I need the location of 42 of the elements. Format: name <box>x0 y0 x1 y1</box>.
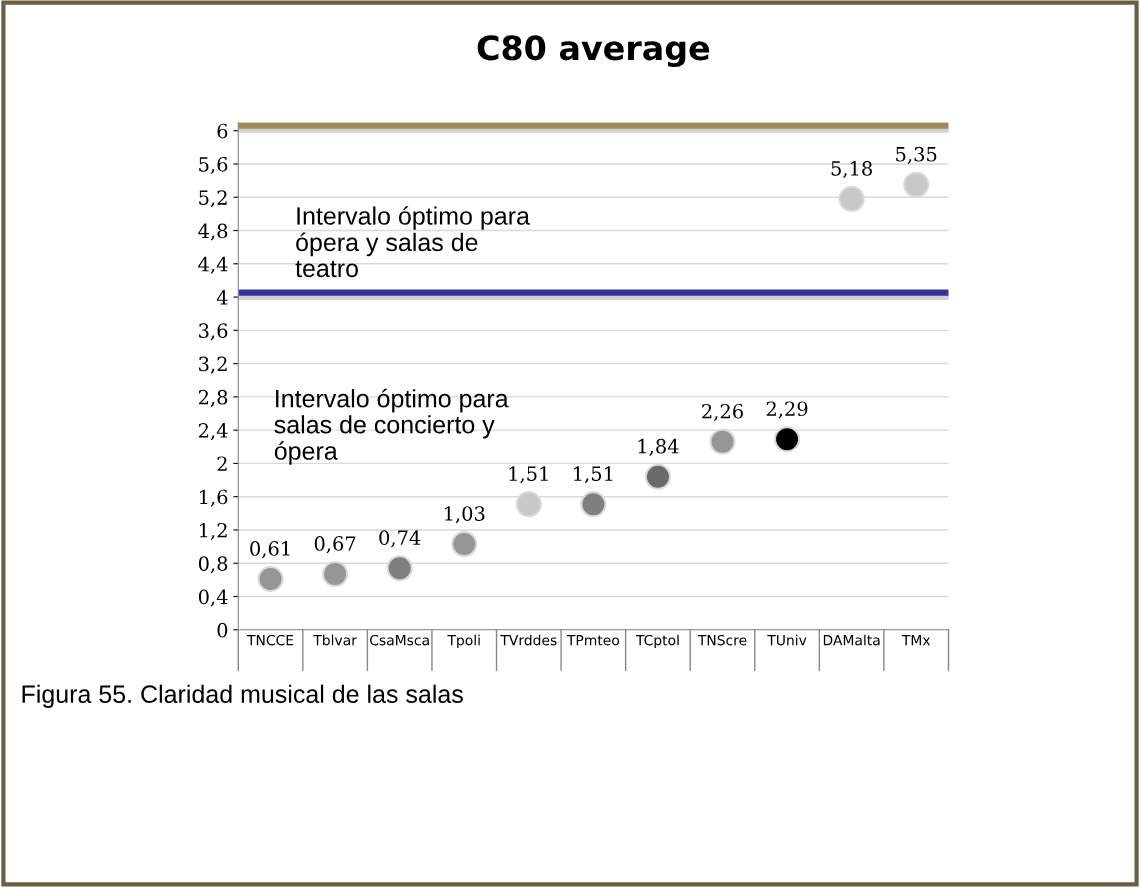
y-tick-label: 0,8 <box>198 556 228 574</box>
x-tick-label: TUniv <box>767 634 807 646</box>
annotation: Intervalo óptimo para salas de concierto y ópera <box>274 388 509 465</box>
y-tick-label: 2,4 <box>198 423 228 441</box>
x-tick-label: TPmteo <box>566 635 620 646</box>
y-tick-label: 6 <box>217 123 228 139</box>
x-tick-label: CsaMsca <box>370 634 429 646</box>
y-tick-label: 5,6 <box>199 156 228 175</box>
y-tick-label: 1,6 <box>199 489 228 507</box>
y-tick-label: 3,6 <box>199 323 228 341</box>
y-tick-label: 4,8 <box>198 223 228 241</box>
y-tick-label: 2 <box>217 456 227 471</box>
x-tick-label: DAMalta <box>823 634 880 646</box>
y-tick-label: 4,4 <box>198 256 228 274</box>
data-label: 5,35 <box>896 146 937 164</box>
x-tick-label: TNScre <box>697 634 747 646</box>
y-tick-label: 1,2 <box>199 522 227 540</box>
data-label: 1,51 <box>509 466 548 484</box>
x-tick-label: Tpoli <box>447 634 480 649</box>
data-label: 0,74 <box>379 530 421 548</box>
data-label: 1,84 <box>638 438 679 456</box>
data-label: 2,29 <box>766 401 808 419</box>
x-tick-label: TVrddes <box>500 634 557 646</box>
y-tick-label: 5,2 <box>199 190 227 208</box>
text: Figura 55. Claridad musical de las salas <box>22 684 463 708</box>
y-tick-label: 2,8 <box>198 389 228 407</box>
x-tick-label: TCptol <box>635 634 679 649</box>
y-tick-label: 3,2 <box>199 356 227 374</box>
y-tick-label: 4 <box>216 290 228 305</box>
y-tick-label: 0,4 <box>198 589 228 607</box>
x-tick-label: Tblvar <box>313 634 357 646</box>
data-label: 2,26 <box>702 403 743 421</box>
x-tick-label: TMx <box>901 635 931 646</box>
annotation: Intervalo óptimo para ópera y salas de teatro <box>295 206 530 278</box>
data-label: 0,61 <box>250 541 290 559</box>
chart-title: C80 average <box>477 35 710 68</box>
y-tick-label: 0 <box>217 622 228 638</box>
data-label: 1,51 <box>574 466 613 484</box>
data-label: 5,18 <box>831 161 872 179</box>
data-label: 1,03 <box>444 506 485 524</box>
x-tick-label: TNCCE <box>246 634 294 646</box>
data-label: 0,67 <box>314 536 356 554</box>
